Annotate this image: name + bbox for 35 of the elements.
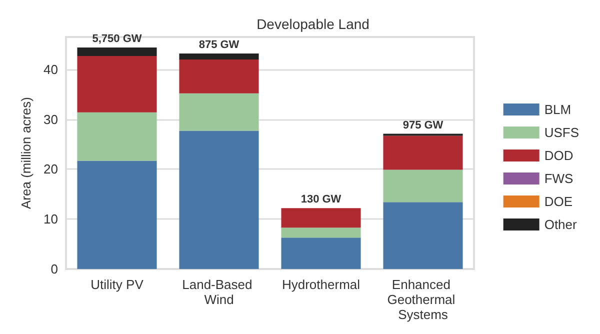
- y-tick-label: 40: [44, 62, 58, 77]
- bar: [179, 93, 259, 131]
- legend-label: Other: [544, 217, 578, 232]
- bar: [383, 202, 463, 269]
- bar: [77, 160, 157, 269]
- legend-label: DOD: [544, 148, 574, 163]
- x-tick-label: Land-Based Wind: [182, 277, 256, 307]
- y-axis-title: Area (million acres): [18, 97, 34, 209]
- annotation: 130 GW: [300, 194, 342, 206]
- bar: [179, 59, 259, 94]
- x-tick-label: Utility PV: [90, 277, 144, 292]
- x-tick-label: Enhanced Geothermal Systems: [387, 277, 459, 322]
- annotation: 975 GW: [402, 119, 444, 132]
- annotation: 5,750 GW: [92, 32, 142, 45]
- bar: [281, 228, 361, 238]
- x-tick-label: Hydrothermal: [282, 277, 360, 292]
- bar: [179, 53, 259, 60]
- annotation: 875 GW: [198, 38, 240, 51]
- bar: [77, 112, 157, 161]
- legend-label: USFS: [544, 125, 580, 140]
- chart-title: Developable Land: [256, 16, 370, 32]
- y-tick-label: 0: [50, 262, 58, 276]
- y-tick-label: 10: [44, 212, 58, 227]
- bar: [383, 136, 463, 170]
- bar: [281, 238, 361, 269]
- legend-label: DOE: [544, 194, 573, 209]
- bar: [281, 208, 361, 228]
- y-tick-label: 20: [44, 162, 58, 177]
- legend-label: BLM: [544, 102, 572, 117]
- legend-label: FWS: [544, 171, 574, 186]
- bar: [383, 170, 463, 202]
- bar: [77, 56, 157, 112]
- y-tick-label: 30: [44, 112, 58, 127]
- bar: [77, 47, 157, 56]
- bar: [179, 130, 259, 269]
